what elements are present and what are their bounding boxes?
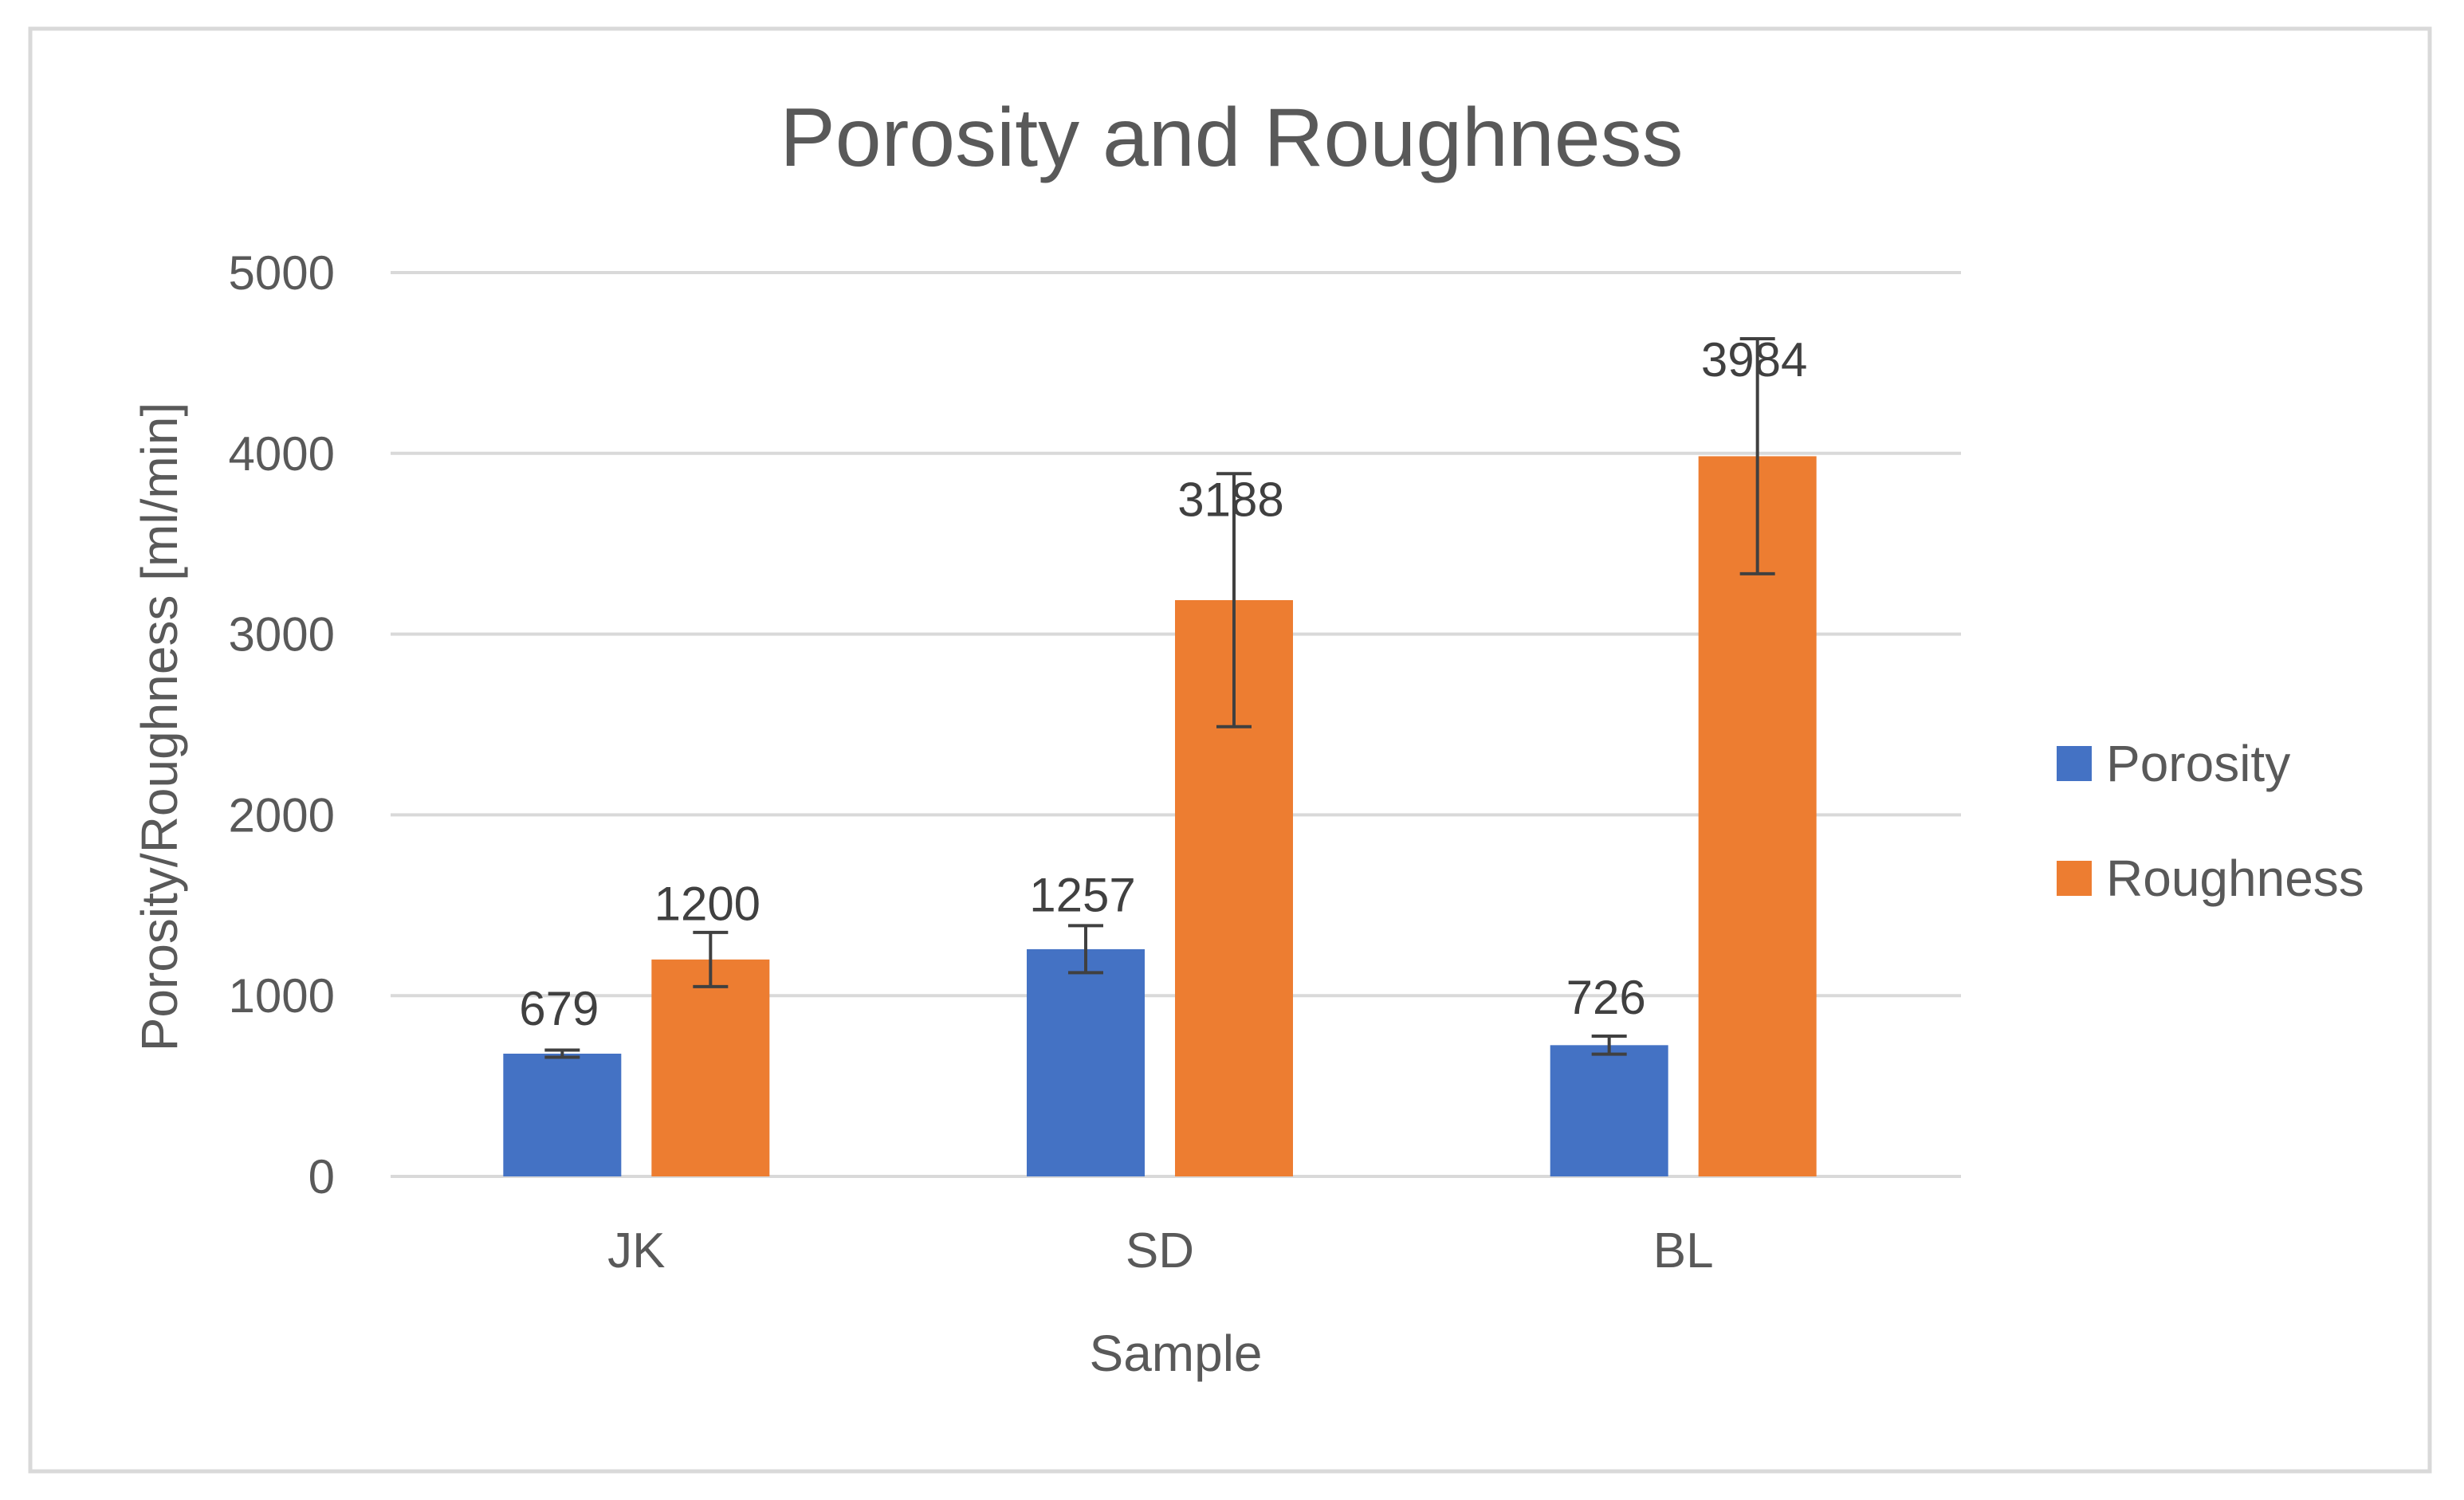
- y-tick-label: 0: [308, 1150, 335, 1204]
- x-category-label: JK: [607, 1223, 665, 1278]
- data-label: 3188: [1177, 473, 1283, 527]
- y-tick-label: 4000: [229, 427, 335, 481]
- legend-item-roughness: Roughness: [2057, 850, 2364, 907]
- bar-porosity-bl: [1550, 1045, 1668, 1176]
- bar-roughness-bl: [1698, 456, 1817, 1176]
- bar-porosity-jk: [503, 1054, 622, 1176]
- error-bar: [1068, 924, 1103, 975]
- y-tick-label: 1000: [229, 969, 335, 1023]
- error-bars: [544, 337, 1775, 1059]
- x-axis-label: Sample: [1090, 1325, 1263, 1382]
- legend-swatch: [2057, 861, 2092, 896]
- x-category-label: BL: [1653, 1223, 1714, 1278]
- x-category-label: SD: [1126, 1223, 1194, 1278]
- data-labels: 679 1200 1257 3188 726 3984: [519, 333, 1807, 1035]
- error-bar: [1216, 472, 1252, 728]
- data-label: 3984: [1701, 333, 1807, 387]
- legend-label: Porosity: [2106, 735, 2290, 792]
- error-bar: [693, 930, 729, 988]
- y-tick-label: 3000: [229, 608, 335, 662]
- error-bar: [544, 1048, 580, 1059]
- y-tick-label: 5000: [229, 246, 335, 300]
- error-bar: [1739, 337, 1775, 575]
- bar-porosity-sd: [1027, 948, 1145, 1176]
- x-axis-categories: JK SD BL: [607, 1223, 1713, 1278]
- data-label: 679: [519, 982, 599, 1035]
- bar-roughness-jk: [651, 959, 770, 1176]
- data-label: 726: [1566, 971, 1646, 1024]
- chart-title: Porosity and Roughness: [780, 92, 1683, 184]
- data-label: 1257: [1029, 869, 1135, 922]
- error-bar: [1591, 1035, 1627, 1056]
- legend-swatch: [2057, 746, 2092, 781]
- y-axis-ticks: 0 1000 2000 3000 4000 5000: [229, 246, 335, 1204]
- y-tick-label: 2000: [229, 788, 335, 842]
- legend: Porosity Roughness: [2057, 735, 2364, 907]
- legend-label: Roughness: [2106, 850, 2364, 907]
- data-label: 1200: [654, 878, 760, 931]
- bars: [503, 456, 1817, 1176]
- y-axis-label: Porosity/Roughness [ml/min]: [131, 402, 188, 1052]
- legend-item-porosity: Porosity: [2057, 735, 2290, 792]
